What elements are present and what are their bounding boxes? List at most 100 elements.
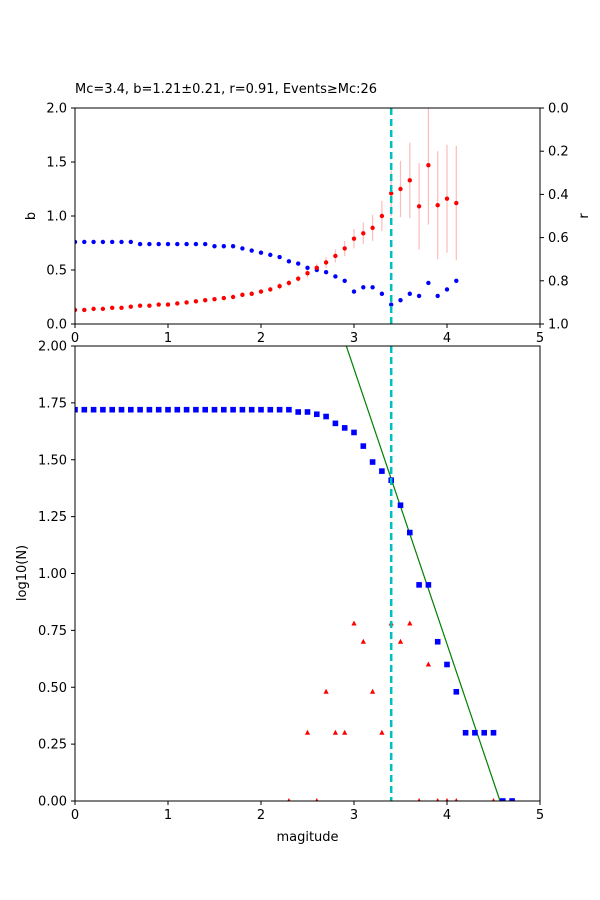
- noncumulative-point: [425, 661, 431, 667]
- cumulative-point: [90, 406, 97, 413]
- r-point: [426, 280, 431, 286]
- r-point: [407, 291, 412, 296]
- log-n-tick-label: 0.00: [38, 795, 67, 810]
- b-point: [305, 271, 310, 276]
- b-point: [240, 292, 245, 298]
- b-point: [379, 213, 385, 219]
- b-tick-label: 1.0: [46, 210, 67, 225]
- r-point: [258, 250, 264, 255]
- cumulative-point: [453, 689, 460, 695]
- b-point: [398, 186, 403, 192]
- r-point: [82, 239, 87, 245]
- cumulative-point: [295, 409, 301, 415]
- cumulative-point: [360, 443, 367, 449]
- b-point: [82, 307, 87, 313]
- b-tick-label: 1.5: [46, 156, 67, 171]
- b-point: [91, 306, 96, 312]
- noncumulative-point: [287, 798, 291, 801]
- cumulative-point: [444, 661, 450, 668]
- log-n-tick-label: 1.00: [38, 567, 67, 582]
- b-point: [128, 304, 133, 309]
- frequency-magnitude-chart: 0 1 2 3 4 5 0.00 0.25 0.50 0.75 1.00 1.25 1.50 1.75 2.…: [15, 340, 544, 846]
- b-tick-label: 2.0: [46, 102, 67, 117]
- cumulative-point: [174, 406, 181, 413]
- r-point: [389, 302, 394, 307]
- cumulative-point: [434, 638, 441, 645]
- b-point: [342, 246, 347, 251]
- log-n-tick-label: 2.00: [38, 340, 67, 355]
- x-tick-label: 4: [443, 808, 451, 823]
- cumulative-point: [351, 429, 357, 436]
- r-point: [277, 254, 282, 260]
- r-point: [305, 265, 310, 271]
- cumulative-point: [304, 409, 311, 415]
- x-tick-label: 1: [164, 331, 172, 346]
- r-tick-label: 1.0: [548, 318, 569, 333]
- noncumulative-point: [342, 729, 348, 735]
- r-point: [110, 239, 115, 245]
- cumulative-point: [100, 406, 106, 413]
- r-point: [75, 239, 78, 245]
- b-point: [333, 253, 338, 259]
- cumulative-point: [81, 406, 88, 413]
- cumulative-point: [276, 406, 283, 413]
- b-value-axes-ticks: 0 1 2 3 4 5 0.0 0.5 1.0 1.5 2.0 1.0 0.8 0.6 0.4 0.2 0.0: [46, 102, 568, 347]
- log-n-tick-label: 0.75: [38, 624, 67, 639]
- cumulative-point: [323, 413, 329, 420]
- r-point: [221, 244, 226, 249]
- noncumulative-point: [445, 798, 449, 801]
- cumulative-point: [407, 529, 413, 536]
- cumulative-point: [379, 468, 385, 474]
- r-point: [119, 239, 124, 245]
- b-point: [184, 300, 189, 305]
- r-point: [249, 248, 254, 253]
- r-point: [193, 241, 199, 247]
- b-point: [230, 294, 236, 300]
- b-point: [193, 299, 199, 304]
- b-point: [370, 225, 375, 231]
- b-point: [249, 291, 254, 296]
- r-point: [203, 241, 208, 247]
- x-tick-label: 5: [536, 808, 544, 823]
- r-point: [91, 239, 96, 245]
- r-tick-label: 0.4: [548, 188, 569, 203]
- r-point: [212, 244, 217, 249]
- cumulative-point: [397, 502, 404, 509]
- cumulative-point: [230, 406, 236, 413]
- cumulative-point: [267, 406, 274, 413]
- b-point: [110, 305, 115, 310]
- r-point: [379, 291, 385, 296]
- noncumulative-point: [454, 798, 458, 801]
- log-n-tick-label: 1.50: [38, 453, 67, 468]
- b-tick-label: 0.0: [46, 318, 67, 333]
- cumulative-point: [369, 459, 376, 465]
- noncumulative-point: [379, 729, 385, 735]
- b-value-chart: Mc=3.4, b=1.21±0.21, r=0.91, Events≥Mc:2…: [24, 82, 592, 346]
- cumulative-point: [239, 406, 246, 413]
- x-tick-label: 5: [536, 331, 544, 346]
- r-point: [323, 269, 329, 275]
- cumulative-point: [416, 582, 422, 588]
- cumulative-point: [193, 406, 199, 413]
- x-tick-label: 3: [350, 808, 358, 823]
- r-point: [128, 239, 133, 245]
- cumulative-point: [481, 729, 487, 736]
- b-point: [212, 296, 217, 302]
- r-point: [100, 239, 106, 245]
- b-point: [165, 302, 171, 307]
- b-point: [137, 303, 143, 308]
- b-point: [435, 203, 440, 208]
- b-point: [277, 284, 282, 289]
- b-point: [444, 196, 450, 201]
- r-point: [240, 246, 245, 251]
- x-tick-label: 0: [71, 331, 79, 346]
- cumulative-point: [248, 406, 255, 413]
- r-point: [165, 241, 171, 247]
- r-point: [416, 293, 422, 299]
- log-n-axis-label: log10(N): [15, 545, 30, 601]
- cumulative-point: [490, 729, 497, 736]
- cumulative-point: [183, 406, 190, 413]
- b-value-axes-frame: [74, 107, 541, 325]
- b-point: [221, 295, 226, 301]
- cumulative-point: [202, 406, 208, 413]
